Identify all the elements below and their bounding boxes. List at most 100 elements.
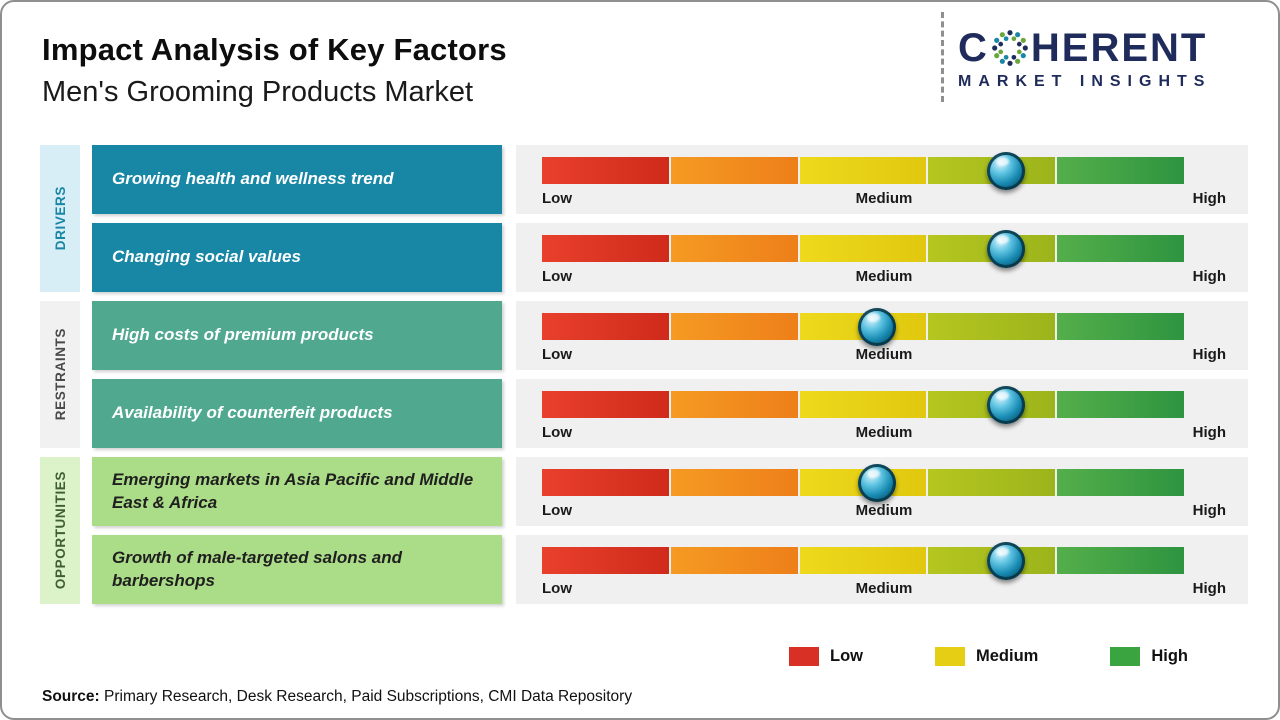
group-drivers: DRIVERS Growing health and wellness tren… xyxy=(40,145,1248,292)
header: Impact Analysis of Key Factors Men's Gro… xyxy=(42,32,507,109)
scale-label-medium: Medium xyxy=(855,424,913,441)
legend-swatch-high xyxy=(1110,647,1141,666)
legend-item-medium: Medium xyxy=(934,647,1039,666)
category-label-drivers: DRIVERS xyxy=(40,145,80,292)
scale-segment-low-medium xyxy=(670,235,798,262)
impact-scale-bar xyxy=(542,307,1186,346)
category-label-opportunities: OPPORTUNITIES xyxy=(40,457,80,604)
scale-segment-low-medium xyxy=(670,157,798,184)
factor-row: High costs of premium products Low xyxy=(92,301,1248,370)
scale-segment-high xyxy=(1057,547,1184,574)
source-line: Source: Primary Research, Desk Research,… xyxy=(42,688,632,706)
impact-chart: DRIVERS Growing health and wellness tren… xyxy=(40,145,1248,613)
scale-label-medium: Medium xyxy=(855,268,913,285)
source-label: Source: xyxy=(42,688,100,705)
scale-segment-low xyxy=(542,235,669,262)
scale-segment-medium-high xyxy=(928,469,1056,496)
logo-wordmark: C HERENT xyxy=(958,28,1254,68)
scale-segment-low xyxy=(542,391,669,418)
impact-scale-bar xyxy=(542,385,1186,424)
impact-marker xyxy=(986,229,1025,268)
factor-label: High costs of premium products xyxy=(92,301,502,370)
scale-label-high: High xyxy=(1192,580,1226,597)
impact-bar-strip: Low Medium High xyxy=(516,535,1248,604)
impact-bar-strip: Low Medium High xyxy=(516,457,1248,526)
scale-segment-medium xyxy=(799,391,927,418)
legend-item-high: High xyxy=(1110,647,1188,666)
factor-row: Growing health and wellness trend Low xyxy=(92,145,1248,214)
legend-label: Low xyxy=(829,647,863,665)
legend-swatch-low xyxy=(788,647,819,666)
factor-row: Availability of counterfeit products Low xyxy=(92,379,1248,448)
scale-label-high: High xyxy=(1192,424,1226,441)
scale-label-low: Low xyxy=(542,424,572,441)
scale-segment-low-medium xyxy=(670,313,798,340)
scale-segment-high xyxy=(1057,157,1184,184)
impact-scale-bar xyxy=(542,463,1186,502)
group-restraints: RESTRAINTS High costs of premium product… xyxy=(40,301,1248,448)
impact-marker xyxy=(857,463,896,502)
scale-labels: Low Medium High xyxy=(542,268,1226,285)
scale-label-low: Low xyxy=(542,346,572,363)
dotted-o-icon xyxy=(992,30,1028,66)
scale-segment-medium-high xyxy=(928,313,1056,340)
scale-segment-medium xyxy=(799,157,927,184)
scale-label-low: Low xyxy=(542,580,572,597)
impact-marker xyxy=(986,385,1025,424)
logo-letters-herent: HERENT xyxy=(1030,26,1208,70)
scale-label-high: High xyxy=(1192,190,1226,207)
scale-segment-high xyxy=(1057,391,1184,418)
scale-label-medium: Medium xyxy=(855,190,913,207)
impact-marker xyxy=(986,541,1025,580)
scale-segment-low-medium xyxy=(670,547,798,574)
impact-scale-bar xyxy=(542,151,1186,190)
impact-bar-strip: Low Medium High xyxy=(516,145,1248,214)
scale-segment-medium xyxy=(799,235,927,262)
page-subtitle: Men's Grooming Products Market xyxy=(42,76,474,108)
scale-segment-high xyxy=(1057,313,1184,340)
impact-marker xyxy=(857,307,896,346)
scale-segment-low xyxy=(542,313,669,340)
factor-label: Growing health and wellness trend xyxy=(92,145,502,214)
legend: Low Medium High xyxy=(788,647,1188,666)
logo-tagline: MARKET INSIGHTS xyxy=(958,73,1212,90)
logo-divider xyxy=(941,12,944,102)
factor-label: Growth of male-targeted salons and barbe… xyxy=(92,535,502,604)
scale-segment-low xyxy=(542,547,669,574)
scale-labels: Low Medium High xyxy=(542,190,1226,207)
impact-scale-bar xyxy=(542,229,1186,268)
logo-letter-c: C xyxy=(958,26,989,70)
impact-bar-strip: Low Medium High xyxy=(516,301,1248,370)
page-title: Impact Analysis of Key Factors xyxy=(42,32,507,67)
impact-bar-strip: Low Medium High xyxy=(516,379,1248,448)
scale-segment-low xyxy=(542,157,669,184)
scale-segment-medium xyxy=(799,547,927,574)
impact-scale-bar xyxy=(542,541,1186,580)
scale-label-high: High xyxy=(1192,268,1226,285)
factor-label: Emerging markets in Asia Pacific and Mid… xyxy=(92,457,502,526)
scale-labels: Low Medium High xyxy=(542,502,1226,519)
scale-segment-low-medium xyxy=(670,391,798,418)
factor-row: Growth of male-targeted salons and barbe… xyxy=(92,535,1248,604)
scale-label-low: Low xyxy=(542,502,572,519)
scale-label-medium: Medium xyxy=(855,580,913,597)
scale-label-medium: Medium xyxy=(855,502,913,519)
impact-bar-strip: Low Medium High xyxy=(516,223,1248,292)
scale-labels: Low Medium High xyxy=(542,580,1226,597)
factor-label: Availability of counterfeit products xyxy=(92,379,502,448)
legend-item-low: Low xyxy=(788,647,863,666)
group-opportunities: OPPORTUNITIES Emerging markets in Asia P… xyxy=(40,457,1248,604)
legend-swatch-medium xyxy=(934,647,965,666)
impact-marker xyxy=(986,151,1025,190)
factor-label: Changing social values xyxy=(92,223,502,292)
scale-label-high: High xyxy=(1192,346,1226,363)
scale-label-medium: Medium xyxy=(855,346,913,363)
scale-segment-high xyxy=(1057,235,1184,262)
scale-segment-high xyxy=(1057,469,1184,496)
legend-label: Medium xyxy=(975,647,1039,665)
factor-row: Emerging markets in Asia Pacific and Mid… xyxy=(92,457,1248,526)
scale-label-low: Low xyxy=(542,190,572,207)
scale-segment-low-medium xyxy=(670,469,798,496)
scale-labels: Low Medium High xyxy=(542,346,1226,363)
